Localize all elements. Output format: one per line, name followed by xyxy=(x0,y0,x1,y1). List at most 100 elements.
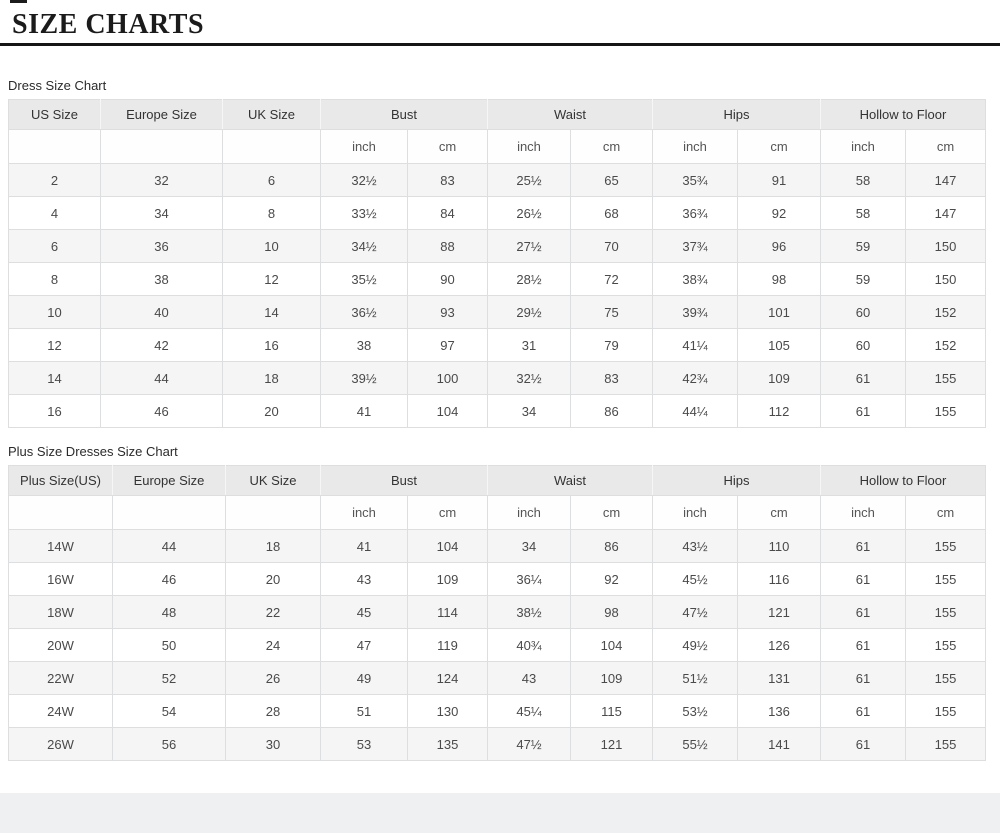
table-cell: 84 xyxy=(407,196,488,230)
table-cell: 45¼ xyxy=(487,694,571,728)
table-cell: 8 xyxy=(8,262,101,296)
table-cell: 155 xyxy=(905,628,986,662)
table-cell: 109 xyxy=(407,562,488,596)
table-cell: 114 xyxy=(407,595,488,629)
table-cell: 47 xyxy=(320,628,408,662)
table-cell: 36¾ xyxy=(652,196,738,230)
table-cell: 33½ xyxy=(320,196,408,230)
table-cell: 50 xyxy=(112,628,226,662)
table-cell: 20 xyxy=(225,562,321,596)
table-cell: 42 xyxy=(100,328,223,362)
table-cell: 25½ xyxy=(487,163,571,197)
unit-header: inch xyxy=(820,129,906,164)
table-cell: 16W xyxy=(8,562,113,596)
table-cell: 49 xyxy=(320,661,408,695)
table-cell: 2 xyxy=(8,163,101,197)
table-cell: 28 xyxy=(225,694,321,728)
table-cell: 35½ xyxy=(320,262,408,296)
table-cell: 6 xyxy=(222,163,321,197)
column-header: Waist xyxy=(487,465,653,496)
unit-header xyxy=(222,129,321,164)
table-cell: 61 xyxy=(820,727,906,761)
table-cell: 52 xyxy=(112,661,226,695)
table-cell: 31 xyxy=(487,328,571,362)
page-title: SIZE CHARTS xyxy=(12,9,205,40)
table-cell: 29½ xyxy=(487,295,571,329)
table-cell: 72 xyxy=(570,262,653,296)
table-cell: 155 xyxy=(905,529,986,563)
table-row: 4 34 8 33½ 84 26½ 68 36¾ 92 58 147 xyxy=(8,196,986,230)
table-cell: 126 xyxy=(737,628,821,662)
table-cell: 152 xyxy=(905,328,986,362)
table-cell: 60 xyxy=(820,328,906,362)
table-cell: 61 xyxy=(820,661,906,695)
table-cell: 147 xyxy=(905,196,986,230)
table-cell: 38½ xyxy=(487,595,571,629)
table-cell: 53½ xyxy=(652,694,738,728)
table-cell: 96 xyxy=(737,229,821,263)
table-cell: 65 xyxy=(570,163,653,197)
table-cell: 61 xyxy=(820,394,906,428)
table-cell: 124 xyxy=(407,661,488,695)
table-cell: 40 xyxy=(100,295,223,329)
table-cell: 136 xyxy=(737,694,821,728)
table-cell: 155 xyxy=(905,361,986,395)
table-cell: 46 xyxy=(100,394,223,428)
table-cell: 20W xyxy=(8,628,113,662)
table-row: 12 42 16 38 97 31 79 41¼ 105 60 152 xyxy=(8,328,986,362)
table-cell: 61 xyxy=(820,628,906,662)
table-cell: 110 xyxy=(737,529,821,563)
table-cell: 26W xyxy=(8,727,113,761)
column-header: US Size xyxy=(8,99,101,130)
table-row: 14W 44 18 41 104 34 86 43½ 110 61 155 xyxy=(8,529,986,563)
table-cell: 98 xyxy=(570,595,653,629)
table-cell: 58 xyxy=(820,163,906,197)
table-cell: 130 xyxy=(407,694,488,728)
table-cell: 14 xyxy=(8,361,101,395)
unit-header: cm xyxy=(905,495,986,530)
table-cell: 41 xyxy=(320,394,408,428)
dress-size-chart-section: Dress Size Chart US Size Europe Size UK Si… xyxy=(0,78,1000,428)
unit-header: cm xyxy=(407,495,488,530)
top-edge-mark xyxy=(10,0,27,3)
table-cell: 38 xyxy=(320,328,408,362)
table-cell: 121 xyxy=(570,727,653,761)
table-cell: 59 xyxy=(820,229,906,263)
table-cell: 141 xyxy=(737,727,821,761)
table-cell: 155 xyxy=(905,727,986,761)
table-cell: 90 xyxy=(407,262,488,296)
table-cell: 131 xyxy=(737,661,821,695)
table-cell: 22 xyxy=(225,595,321,629)
table-row: 8 38 12 35½ 90 28½ 72 38¾ 98 59 150 xyxy=(8,262,986,296)
table-row: 24W 54 28 51 130 45¼ 115 53½ 136 61 155 xyxy=(8,694,986,728)
table-cell: 86 xyxy=(570,394,653,428)
column-header: Hollow to Floor xyxy=(820,465,986,496)
table-cell: 100 xyxy=(407,361,488,395)
unit-header: inch xyxy=(652,129,738,164)
table-cell: 105 xyxy=(737,328,821,362)
table-cell: 16 xyxy=(222,328,321,362)
footer-band xyxy=(0,793,1000,833)
table-cell: 18 xyxy=(222,361,321,395)
table-cell: 43 xyxy=(487,661,571,695)
table-cell: 44¼ xyxy=(652,394,738,428)
unit-header: inch xyxy=(320,129,408,164)
table-cell: 91 xyxy=(737,163,821,197)
table-cell: 75 xyxy=(570,295,653,329)
header-row: Plus Size(US) Europe Size UK Size Bust Waist… xyxy=(8,465,986,496)
table-cell: 61 xyxy=(820,562,906,596)
table-cell: 150 xyxy=(905,229,986,263)
table-cell: 18W xyxy=(8,595,113,629)
table-cell: 35¾ xyxy=(652,163,738,197)
table-cell: 20 xyxy=(222,394,321,428)
column-header: Waist xyxy=(487,99,653,130)
table-cell: 14 xyxy=(222,295,321,329)
unit-header xyxy=(225,495,321,530)
table-cell: 36¼ xyxy=(487,562,571,596)
table-cell: 61 xyxy=(820,361,906,395)
table-cell: 10 xyxy=(8,295,101,329)
unit-header: cm xyxy=(570,129,653,164)
table-cell: 44 xyxy=(100,361,223,395)
table-cell: 121 xyxy=(737,595,821,629)
